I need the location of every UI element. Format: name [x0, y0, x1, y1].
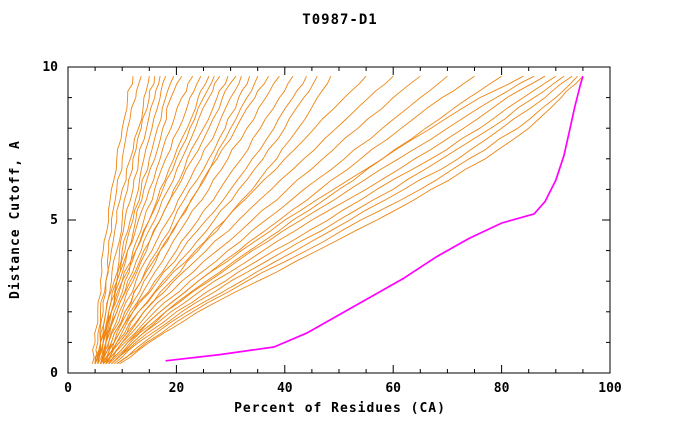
- svg-text:80: 80: [494, 381, 510, 396]
- svg-text:0: 0: [64, 381, 72, 396]
- svg-text:100: 100: [598, 381, 622, 396]
- y-axis-label: Distance Cutoff, A: [8, 140, 23, 300]
- svg-text:40: 40: [277, 381, 293, 396]
- svg-text:0: 0: [50, 366, 58, 381]
- svg-text:20: 20: [169, 381, 185, 396]
- chart-title: T0987-D1: [302, 12, 378, 28]
- x-axis-label: Percent of Residues (CA): [234, 401, 446, 416]
- svg-text:60: 60: [385, 381, 401, 396]
- svg-text:5: 5: [50, 213, 58, 228]
- svg-text:10: 10: [42, 60, 58, 75]
